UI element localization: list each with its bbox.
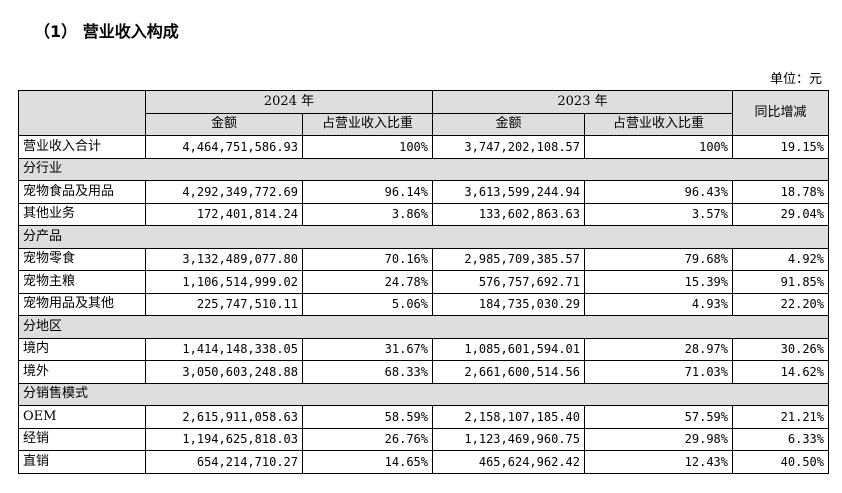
table-row: 宠物零食 3,132,489,077.80 70.16% 2,985,709,385.… [18, 247, 829, 271]
table-row: 宠物食品及用品 4,292,349,772.69 96.14% 3,613,599,2… [18, 180, 829, 204]
amount-2023: 2,985,709,385.57 [432, 247, 585, 271]
header-yoy: 同比增减 [732, 90, 829, 136]
row-label: 宠物主粮 [18, 270, 146, 294]
section-title-cell: 分行业 [18, 157, 829, 181]
ratio-2023: 28.97% [584, 337, 733, 361]
ratio-2024: 31.67% [302, 337, 433, 361]
ratio-2024: 3.86% [302, 202, 433, 226]
ratio-2023: 4.93% [584, 292, 733, 316]
table-row: 宠物主粮 1,106,514,999.02 24.78% 576,757,692.71… [18, 270, 829, 294]
section-title-cell: 分销售模式 [18, 382, 829, 406]
yoy-change: 4.92% [732, 247, 829, 271]
ratio-2023: 29.98% [584, 427, 733, 451]
ratio-2023: 100% [584, 135, 733, 159]
table-row: 宠物用品及其他 225,747,510.11 5.06% 184,735,030.29… [18, 292, 829, 316]
ratio-2024: 100% [302, 135, 433, 159]
header-row-columns: 金额 占营业收入比重 金额 占营业收入比重 [19, 112, 829, 136]
ratio-2024: 24.78% [302, 270, 433, 294]
header-ratio-2023: 占营业收入比重 [584, 112, 733, 136]
table-row: 其他业务 172,401,814.24 3.86% 133,602,863.63 3.5… [18, 202, 829, 226]
amount-2024: 1,194,625,818.03 [145, 427, 303, 451]
ratio-2024: 58.59% [302, 405, 433, 429]
ratio-2023: 3.57% [584, 202, 733, 226]
amount-2023: 1,085,601,594.01 [432, 337, 585, 361]
row-label: 宠物食品及用品 [18, 180, 146, 204]
section-header-row: 分行业 [18, 157, 829, 181]
ratio-2023: 15.39% [584, 270, 733, 294]
ratio-2023: 57.59% [584, 405, 733, 429]
row-label: OEM [18, 405, 146, 429]
ratio-2023: 79.68% [584, 247, 733, 271]
yoy-change: 6.33% [732, 427, 829, 451]
amount-2023: 3,747,202,108.57 [432, 135, 585, 159]
header-ratio-2024: 占营业收入比重 [302, 112, 433, 136]
amount-2024: 225,747,510.11 [145, 292, 303, 316]
amount-2024: 3,132,489,077.80 [145, 247, 303, 271]
row-label: 宠物用品及其他 [18, 292, 146, 316]
ratio-2023: 12.43% [584, 450, 733, 474]
amount-2023: 184,735,030.29 [432, 292, 585, 316]
section-header-row: 分销售模式 [18, 382, 829, 406]
amount-2024: 4,464,751,586.93 [145, 135, 303, 159]
table-row: 境外 3,050,603,248.88 68.33% 2,661,600,514.56… [18, 360, 829, 384]
header-year-2024: 2024 年 [145, 90, 433, 114]
table-row: 经销 1,194,625,818.03 26.76% 1,123,469,960.75… [18, 427, 829, 451]
section-title-cell: 分地区 [18, 315, 829, 339]
header-amount-2024: 金额 [145, 112, 303, 136]
row-label: 境内 [18, 337, 146, 361]
row-label: 营业收入合计 [18, 135, 146, 159]
amount-2024: 1,414,148,338.05 [145, 337, 303, 361]
amount-2024: 3,050,603,248.88 [145, 360, 303, 384]
section-header-row: 分地区 [18, 315, 829, 339]
amount-2024: 4,292,349,772.69 [145, 180, 303, 204]
amount-2024: 2,615,911,058.63 [145, 405, 303, 429]
row-label: 直销 [18, 450, 146, 474]
amount-2024: 654,214,710.27 [145, 450, 303, 474]
table-row: OEM 2,615,911,058.63 58.59% 2,158,107,185.4… [18, 405, 829, 429]
amount-2023: 2,158,107,185.40 [432, 405, 585, 429]
yoy-change: 21.21% [732, 405, 829, 429]
yoy-change: 91.85% [732, 270, 829, 294]
amount-2023: 2,661,600,514.56 [432, 360, 585, 384]
revenue-table: 2024 年 2023 年 同比增减 金额 占营业收入比重 金额 占营业收入比重… [18, 90, 829, 474]
row-label: 经销 [18, 427, 146, 451]
row-label: 其他业务 [18, 202, 146, 226]
ratio-2024: 70.16% [302, 247, 433, 271]
section-title: （1） 营业收入构成 [34, 22, 179, 41]
yoy-change: 22.20% [732, 292, 829, 316]
unit-label: 单位：元 [769, 72, 822, 87]
ratio-2024: 68.33% [302, 360, 433, 384]
ratio-2023: 96.43% [584, 180, 733, 204]
amount-2024: 1,106,514,999.02 [145, 270, 303, 294]
row-label: 宠物零食 [18, 247, 146, 271]
table-row: 境内 1,414,148,338.05 31.67% 1,085,601,594.01… [18, 337, 829, 361]
yoy-change: 18.78% [732, 180, 829, 204]
ratio-2023: 71.03% [584, 360, 733, 384]
amount-2023: 133,602,863.63 [432, 202, 585, 226]
amount-2023: 3,613,599,244.94 [432, 180, 585, 204]
table-row: 直销 654,214,710.27 14.65% 465,624,962.42 12.4… [18, 450, 829, 474]
header-year-2023: 2023 年 [432, 90, 733, 114]
yoy-change: 29.04% [732, 202, 829, 226]
ratio-2024: 14.65% [302, 450, 433, 474]
row-label: 境外 [18, 360, 146, 384]
yoy-change: 40.50% [732, 450, 829, 474]
ratio-2024: 5.06% [302, 292, 433, 316]
amount-2024: 172,401,814.24 [145, 202, 303, 226]
amount-2023: 1,123,469,960.75 [432, 427, 585, 451]
yoy-change: 14.62% [732, 360, 829, 384]
yoy-change: 19.15% [732, 135, 829, 159]
amount-2023: 465,624,962.42 [432, 450, 585, 474]
ratio-2024: 26.76% [302, 427, 433, 451]
header-blank-cell [18, 90, 146, 136]
section-header-row: 分产品 [18, 225, 829, 249]
header-amount-2023: 金额 [432, 112, 585, 136]
header-row-years: 2024 年 2023 年 同比增减 [18, 90, 829, 136]
section-title-cell: 分产品 [18, 225, 829, 249]
total-row: 营业收入合计 4,464,751,586.93 100% 3,747,202,1… [18, 135, 829, 159]
ratio-2024: 96.14% [302, 180, 433, 204]
yoy-change: 30.26% [732, 337, 829, 361]
amount-2023: 576,757,692.71 [432, 270, 585, 294]
